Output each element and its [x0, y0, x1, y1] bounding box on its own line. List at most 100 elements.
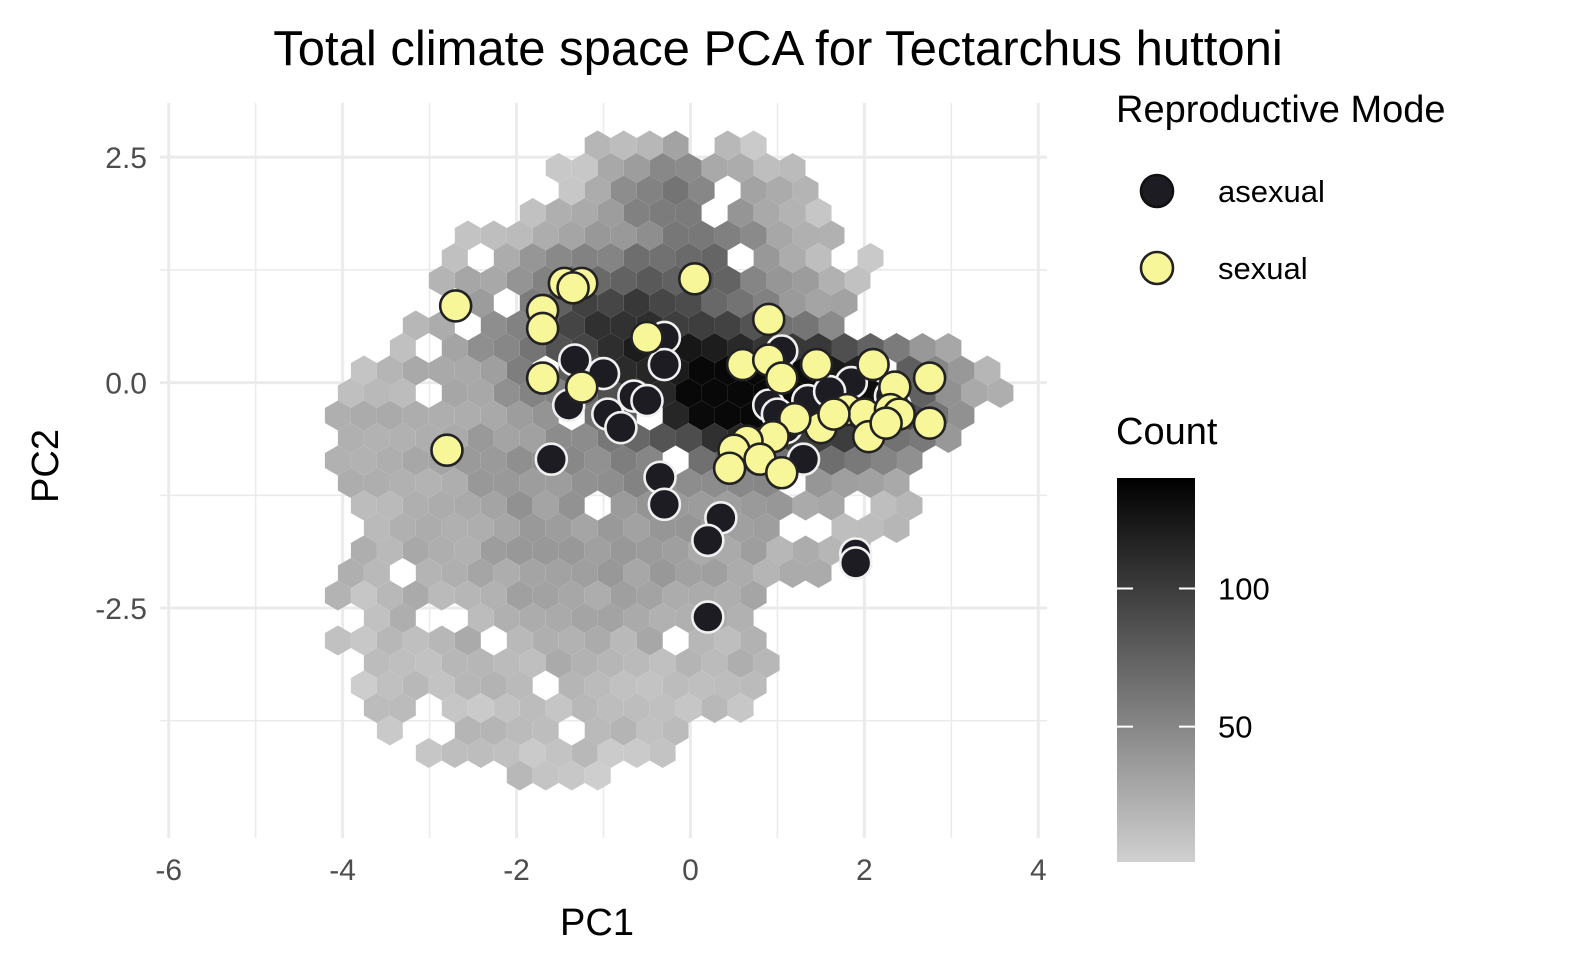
- hex-bin: [480, 355, 507, 386]
- hex-bin: [428, 400, 455, 431]
- hex-bin: [558, 670, 585, 701]
- x-tick-label: 4: [1030, 854, 1047, 887]
- hex-bin: [454, 625, 481, 656]
- hex-bin: [337, 468, 364, 498]
- point-sexual: [856, 347, 890, 382]
- hex-bin: [337, 378, 364, 408]
- hex-bin: [636, 625, 663, 656]
- hex-bin: [597, 738, 624, 768]
- colorbar-tick-label: 50: [1218, 710, 1252, 745]
- hex-bin: [350, 580, 377, 611]
- x-axis-title: PC1: [560, 902, 634, 944]
- hex-bin: [831, 468, 858, 498]
- hex-bin: [428, 490, 455, 521]
- hex-bin: [649, 603, 676, 633]
- hex-bin: [545, 198, 572, 228]
- hex-bin: [805, 288, 832, 318]
- hex-bin: [441, 693, 468, 723]
- point-sexual: [869, 406, 903, 440]
- hex-bin: [727, 198, 754, 228]
- hex-bin: [779, 198, 806, 228]
- hex-bin: [441, 468, 468, 498]
- hex-bin: [454, 670, 481, 701]
- hex-bin: [662, 175, 689, 206]
- hex-bin: [389, 603, 416, 633]
- hex-bin: [727, 648, 754, 678]
- hex-bin: [636, 535, 663, 566]
- hex-bin: [714, 670, 741, 701]
- hex-bin: [532, 625, 559, 656]
- hex-bin: [675, 153, 702, 183]
- hex-bin: [376, 445, 403, 476]
- hex-bin: [506, 310, 533, 341]
- hex-bin: [610, 445, 637, 476]
- hex-bin: [792, 175, 819, 206]
- hex-bin: [441, 243, 468, 273]
- hex-bin: [428, 355, 455, 386]
- hex-bin: [376, 625, 403, 656]
- hex-bin: [506, 445, 533, 476]
- hex-bin: [597, 333, 624, 363]
- hex-bin: [402, 445, 429, 476]
- hex-bin: [740, 265, 767, 296]
- hex-bin: [701, 378, 728, 408]
- hex-bin: [831, 288, 858, 318]
- hex-bin: [506, 625, 533, 656]
- hex-bin: [688, 445, 715, 476]
- hex-bin: [558, 220, 585, 251]
- y-axis-title: PC2: [25, 429, 67, 503]
- hex-bin: [506, 670, 533, 701]
- hex-bin: [480, 670, 507, 701]
- hex-bin: [493, 558, 520, 588]
- point-sexual: [525, 361, 560, 395]
- hex-bin: [532, 220, 559, 251]
- point-sexual: [778, 401, 812, 436]
- hex-bin: [350, 400, 377, 431]
- hex-bin: [480, 265, 507, 296]
- point-sexual: [712, 451, 747, 486]
- hex-bin: [467, 693, 494, 723]
- hex-bin: [571, 693, 598, 723]
- hex-bin: [675, 693, 702, 723]
- hex-bin: [792, 310, 819, 341]
- hex-bin: [649, 558, 676, 588]
- hex-bin: [532, 490, 559, 521]
- hex-bin: [532, 580, 559, 611]
- hex-bin: [519, 648, 546, 678]
- hex-bin: [753, 198, 780, 228]
- x-tick-label: -6: [155, 854, 182, 887]
- point-sexual: [764, 455, 799, 490]
- hex-bin: [493, 423, 520, 453]
- hex-bin: [402, 625, 429, 656]
- hex-bin: [571, 603, 598, 633]
- hex-bin: [584, 175, 611, 206]
- hex-bin: [610, 670, 637, 701]
- hex-bin: [402, 310, 429, 341]
- hex-bin: [545, 693, 572, 723]
- hex-bin: [389, 468, 416, 498]
- hex-bin: [714, 580, 741, 611]
- hex-bin: [519, 738, 546, 768]
- legend-label-asexual: asexual: [1218, 174, 1325, 209]
- hex-bin: [441, 513, 468, 543]
- hex-bin: [792, 490, 819, 521]
- hex-bin: [584, 760, 611, 791]
- hex-bin: [493, 648, 520, 678]
- hex-bin: [324, 400, 351, 431]
- hex-bin: [454, 355, 481, 386]
- y-tick-label: 2.5: [105, 142, 147, 175]
- hex-bin: [727, 693, 754, 723]
- hex-bin: [558, 535, 585, 566]
- hex-bin: [623, 513, 650, 543]
- hex-bin: [623, 468, 650, 498]
- point-asexual: [630, 383, 664, 418]
- hex-bin: [454, 490, 481, 521]
- point-sexual: [564, 370, 599, 404]
- hex-bin: [779, 153, 806, 183]
- point-layer: [430, 262, 947, 634]
- hex-bin: [727, 603, 754, 633]
- hex-bin: [389, 693, 416, 723]
- hex-bin: [493, 738, 520, 768]
- hex-bin: [805, 243, 832, 273]
